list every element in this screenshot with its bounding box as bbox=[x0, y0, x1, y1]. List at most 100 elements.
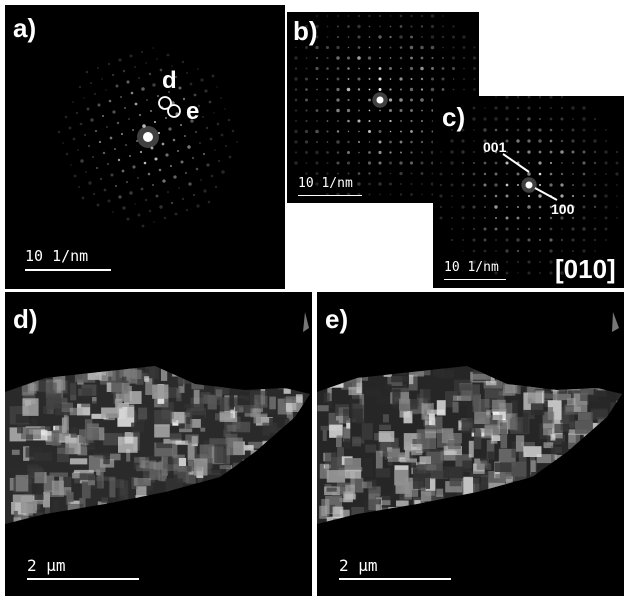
crystallite-grain bbox=[436, 400, 446, 416]
crystallite-grain bbox=[232, 421, 251, 433]
crystallite-grain bbox=[46, 526, 60, 544]
diffraction-spot bbox=[181, 60, 185, 64]
crystallite-grain bbox=[280, 472, 286, 487]
diffraction-spot bbox=[495, 239, 497, 241]
crystallite-grain bbox=[608, 497, 617, 507]
diffraction-spot bbox=[561, 162, 563, 164]
crystallite-grain bbox=[543, 423, 555, 436]
crystallite-grain bbox=[244, 366, 260, 381]
crystallite-grain bbox=[550, 434, 556, 441]
diffraction-spot bbox=[473, 78, 476, 80]
diffraction-spot bbox=[420, 151, 424, 154]
diffraction-spot bbox=[81, 196, 85, 200]
crystallite-grain bbox=[319, 505, 328, 519]
crystallite-grain bbox=[545, 509, 555, 516]
diffraction-spot bbox=[472, 117, 476, 121]
scale-bar-line-a bbox=[25, 269, 111, 271]
diffraction-spot bbox=[462, 250, 464, 252]
crystallite-grain bbox=[274, 507, 290, 517]
crystallite-grain bbox=[409, 375, 414, 385]
crystallite-grain bbox=[112, 501, 129, 509]
diffraction-spot bbox=[158, 168, 162, 172]
diffraction-spot bbox=[388, 66, 393, 71]
crystallite-grain bbox=[332, 506, 344, 520]
scale-bar-line-e bbox=[339, 578, 451, 580]
diffraction-spot bbox=[399, 25, 403, 28]
diffraction-spot bbox=[389, 119, 392, 123]
crystallite-grain bbox=[250, 449, 263, 467]
crystallite-grain bbox=[15, 474, 29, 492]
crystallite-grain bbox=[580, 384, 594, 395]
diffraction-spot bbox=[90, 118, 94, 122]
crystallite-grain bbox=[184, 403, 200, 408]
diffraction-spot bbox=[64, 115, 68, 119]
crystallite-grain bbox=[271, 441, 279, 450]
diffraction-spot bbox=[205, 126, 209, 130]
diffraction-spot bbox=[178, 86, 182, 90]
diffraction-spot bbox=[378, 129, 382, 134]
diffraction-spot bbox=[316, 15, 318, 17]
crystallite-grain bbox=[215, 396, 222, 405]
crystallite-grain bbox=[262, 380, 268, 386]
crystallite-grain bbox=[476, 463, 492, 470]
diffraction-spot bbox=[346, 108, 351, 113]
crystallite-grain bbox=[604, 449, 620, 466]
crystallite-grain bbox=[580, 471, 589, 482]
crystallite-grain bbox=[303, 484, 310, 490]
diffraction-spot bbox=[368, 120, 371, 122]
diffraction-spot bbox=[101, 78, 103, 80]
crystallite-grain bbox=[505, 476, 513, 488]
diffraction-spot bbox=[593, 161, 597, 165]
crystallite-grain bbox=[592, 422, 607, 434]
crystallite-grain bbox=[504, 483, 523, 500]
crystallite-grain bbox=[616, 382, 622, 399]
diffraction-spot bbox=[516, 216, 520, 220]
diffraction-spot bbox=[124, 107, 126, 109]
crystallite-grain bbox=[85, 524, 91, 528]
dark-field-panel-d: d) 2 μm bbox=[5, 292, 312, 596]
diffraction-spot bbox=[57, 130, 61, 134]
crystallite-grain bbox=[386, 384, 392, 393]
diffraction-spot bbox=[516, 260, 520, 264]
diffraction-spot bbox=[167, 191, 169, 193]
crystallite-grain bbox=[499, 510, 509, 524]
diffraction-spot bbox=[209, 137, 213, 141]
diffraction-spot bbox=[430, 87, 435, 92]
diffraction-spot bbox=[388, 98, 393, 102]
diffraction-spot bbox=[593, 117, 597, 121]
crystallite-grain bbox=[21, 375, 35, 396]
crystallite-grain bbox=[383, 366, 392, 377]
diffraction-spot bbox=[115, 185, 117, 187]
diffraction-spot bbox=[121, 169, 125, 173]
crystallite-grain bbox=[175, 440, 189, 445]
crystallite-grain bbox=[152, 384, 169, 399]
crystallite-grain bbox=[211, 481, 219, 493]
crystallite-grain bbox=[279, 370, 298, 379]
diffraction-spot bbox=[495, 140, 497, 142]
diffraction-spot bbox=[85, 171, 87, 173]
crystallite-grain bbox=[55, 408, 73, 416]
diffraction-spot bbox=[463, 67, 465, 70]
diffraction-spot bbox=[378, 56, 382, 60]
crystallite-grain bbox=[172, 441, 178, 459]
crystallite-grain bbox=[221, 367, 237, 388]
crystallite-grain bbox=[445, 481, 463, 493]
diffraction-spot bbox=[439, 194, 443, 198]
crystallite-grain bbox=[255, 402, 275, 415]
crystallite-grain bbox=[474, 477, 488, 495]
diffraction-spot bbox=[122, 69, 126, 73]
crystallite-grain bbox=[212, 486, 220, 495]
scale-bar-label-b: 10 1/nm bbox=[298, 176, 353, 191]
crystallite-grain bbox=[191, 381, 204, 390]
diffraction-spot bbox=[527, 172, 531, 176]
crystallite-grain bbox=[308, 475, 310, 492]
diffraction-spot bbox=[461, 161, 465, 165]
diffraction-spot bbox=[410, 109, 413, 112]
diffraction-spot bbox=[439, 183, 443, 187]
diffraction-spot bbox=[174, 75, 178, 79]
diffraction-spot bbox=[527, 238, 531, 242]
diffraction-spot bbox=[452, 78, 455, 80]
diffraction-spot bbox=[96, 167, 98, 169]
crystallite-grain bbox=[511, 494, 524, 505]
diffraction-spot bbox=[171, 65, 173, 67]
